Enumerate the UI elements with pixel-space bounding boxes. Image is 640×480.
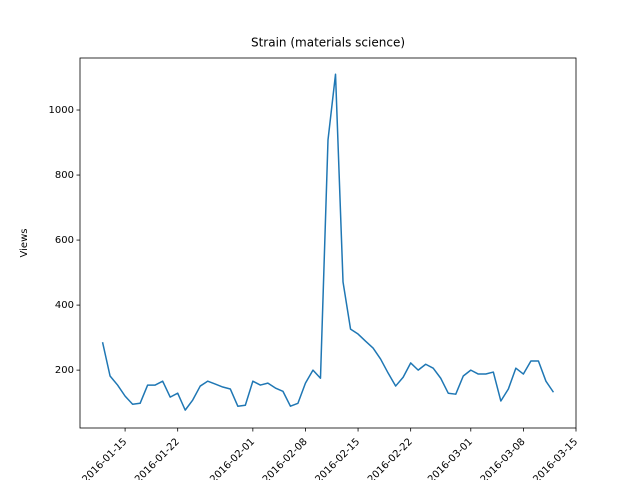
x-tick-label: 2016-03-15 [531, 436, 580, 480]
x-tick-label: 2016-02-15 [313, 436, 362, 480]
x-tick-label: 2016-02-22 [366, 436, 415, 480]
y-tick-label: 200 [55, 365, 74, 376]
y-axis-label: Views [19, 229, 30, 258]
y-tick-label: 1000 [49, 105, 74, 116]
x-tick-label: 2016-01-22 [133, 436, 182, 480]
x-tick-label: 2016-03-08 [479, 436, 528, 480]
chart-title: Strain (materials science) [251, 36, 405, 50]
x-tick-label: 2016-03-01 [426, 436, 475, 480]
y-tick-label: 800 [55, 170, 74, 181]
x-tick-label: 2016-02-01 [208, 436, 257, 480]
x-tick-label: 2016-02-08 [261, 436, 310, 480]
x-tick-label: 2016-01-15 [80, 436, 129, 480]
y-tick-label: 400 [55, 300, 74, 311]
data-line [101, 73, 555, 411]
y-tick-label: 600 [55, 235, 74, 246]
plot-frame [79, 57, 577, 429]
